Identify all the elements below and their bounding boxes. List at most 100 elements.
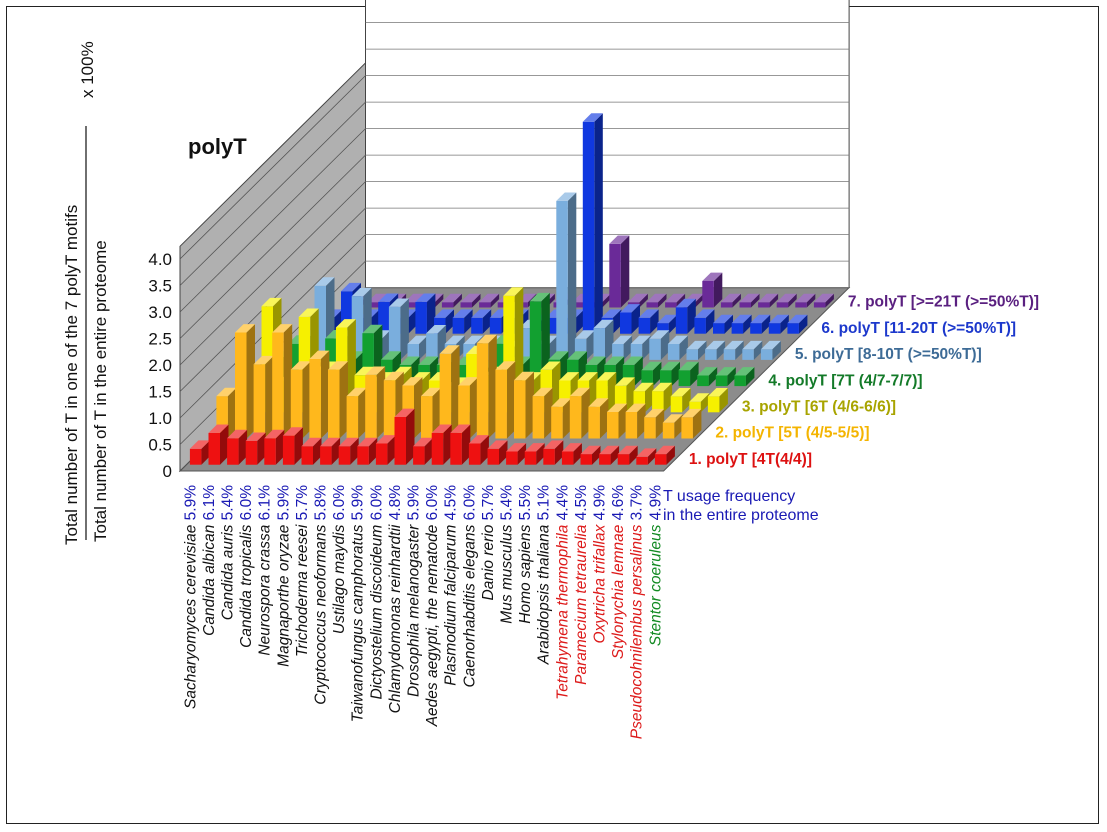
bar-top	[633, 382, 654, 392]
bar-side	[592, 445, 601, 465]
bar-top	[561, 443, 582, 452]
bar-side	[671, 361, 680, 387]
bar	[476, 334, 497, 439]
bar-side	[676, 293, 686, 308]
bar-front	[524, 451, 537, 465]
bar-front	[471, 317, 483, 334]
bar-side	[331, 437, 341, 465]
bar-top	[715, 367, 736, 376]
bar-front	[272, 332, 284, 439]
bar-front	[739, 302, 751, 308]
bar-front	[338, 446, 351, 465]
bar	[450, 424, 471, 465]
category-label: Dictyostelium discoideum 6.0%	[368, 485, 385, 700]
series-label: 4. polyT [7T (4/7-7/7)]	[768, 372, 922, 389]
bar-top	[742, 340, 763, 350]
bar-top	[567, 351, 587, 360]
bar-top	[582, 113, 603, 122]
bar-front	[702, 281, 714, 308]
bar-top	[452, 309, 473, 318]
bar	[421, 387, 441, 439]
bar-front	[479, 302, 491, 308]
series-label: 6. polyT [11-20T (>=50%T)]	[821, 320, 1016, 337]
frequency-legend-line2: in the entire proteome	[663, 507, 819, 524]
bar	[452, 309, 473, 334]
bar	[599, 445, 620, 465]
bar-front	[227, 438, 239, 465]
bar	[529, 292, 550, 387]
bar-top	[540, 361, 561, 370]
bar-top	[636, 448, 657, 457]
category-label: Candida albican 6.1%	[201, 485, 218, 636]
bar-side	[769, 293, 779, 308]
bar	[646, 293, 667, 308]
bar-front	[787, 323, 799, 334]
bar	[338, 437, 359, 465]
bar-top	[787, 314, 808, 324]
bar-side	[320, 350, 330, 439]
bar	[357, 437, 378, 465]
bar-top	[758, 293, 779, 303]
bar-front	[514, 380, 526, 439]
bar	[227, 429, 248, 465]
bar-top	[689, 393, 710, 402]
chart-back-wall	[365, 0, 850, 289]
category-label: Ustilago maydis 6.0%	[331, 485, 348, 634]
bar	[713, 314, 733, 334]
bar-top	[607, 403, 627, 412]
bar-front	[795, 302, 807, 308]
bar-side	[623, 335, 633, 360]
bar-front	[742, 349, 754, 360]
bar-side	[637, 403, 646, 439]
bar-front	[713, 323, 725, 334]
bar-side	[652, 361, 662, 387]
bar-side	[573, 443, 582, 465]
bar-side	[708, 367, 718, 387]
bar	[431, 424, 452, 465]
bar	[694, 309, 715, 334]
y-ticks: 0 0.5 1.0 1.5 2.0 2.5 3.0 3.5 4.0	[148, 250, 172, 481]
bar-top	[574, 330, 595, 339]
bar-top	[768, 314, 789, 324]
bar-top	[381, 351, 401, 360]
bar-side	[735, 340, 744, 360]
bar	[588, 398, 609, 439]
bar	[506, 443, 527, 465]
bar-top	[388, 298, 409, 307]
bar-front	[609, 243, 621, 308]
bar-front	[720, 302, 733, 308]
y-label-multiplier: x 100%	[78, 41, 97, 98]
bar-side	[663, 382, 673, 413]
bar-top	[503, 287, 524, 296]
bar-top	[439, 345, 460, 354]
bar-front	[681, 417, 693, 439]
bar-side	[751, 293, 760, 308]
y-tick-label: 1.0	[148, 409, 172, 428]
bar	[543, 440, 564, 465]
bar	[328, 361, 348, 439]
bar-front	[620, 312, 632, 334]
bar-top	[654, 445, 675, 455]
bar-top	[702, 272, 723, 281]
bar-side	[639, 293, 648, 308]
gridline-side	[179, 101, 366, 286]
bar-top	[649, 330, 670, 339]
category-label: Arabidopsis thaliana 5.1%	[536, 485, 553, 665]
bar-side	[406, 408, 415, 465]
y-tick-label: 1.5	[148, 383, 172, 402]
bar-top	[290, 361, 311, 370]
y-tick-label: 0.5	[148, 436, 172, 455]
bar-side	[724, 314, 733, 334]
bar-top	[644, 408, 665, 418]
gridline-side	[179, 128, 366, 313]
category-label: Caenorhabditis elegans 6.0%	[461, 485, 478, 688]
bar-front	[421, 396, 433, 439]
category-label: Taiwanofungus camphoratus 5.9%	[350, 485, 367, 722]
bar-front	[612, 344, 624, 360]
bar-front	[407, 344, 419, 360]
bar-side	[461, 424, 471, 465]
bar-side	[238, 429, 248, 465]
bar-front	[649, 338, 661, 360]
bar-top	[365, 366, 386, 375]
bar-top	[346, 387, 367, 397]
